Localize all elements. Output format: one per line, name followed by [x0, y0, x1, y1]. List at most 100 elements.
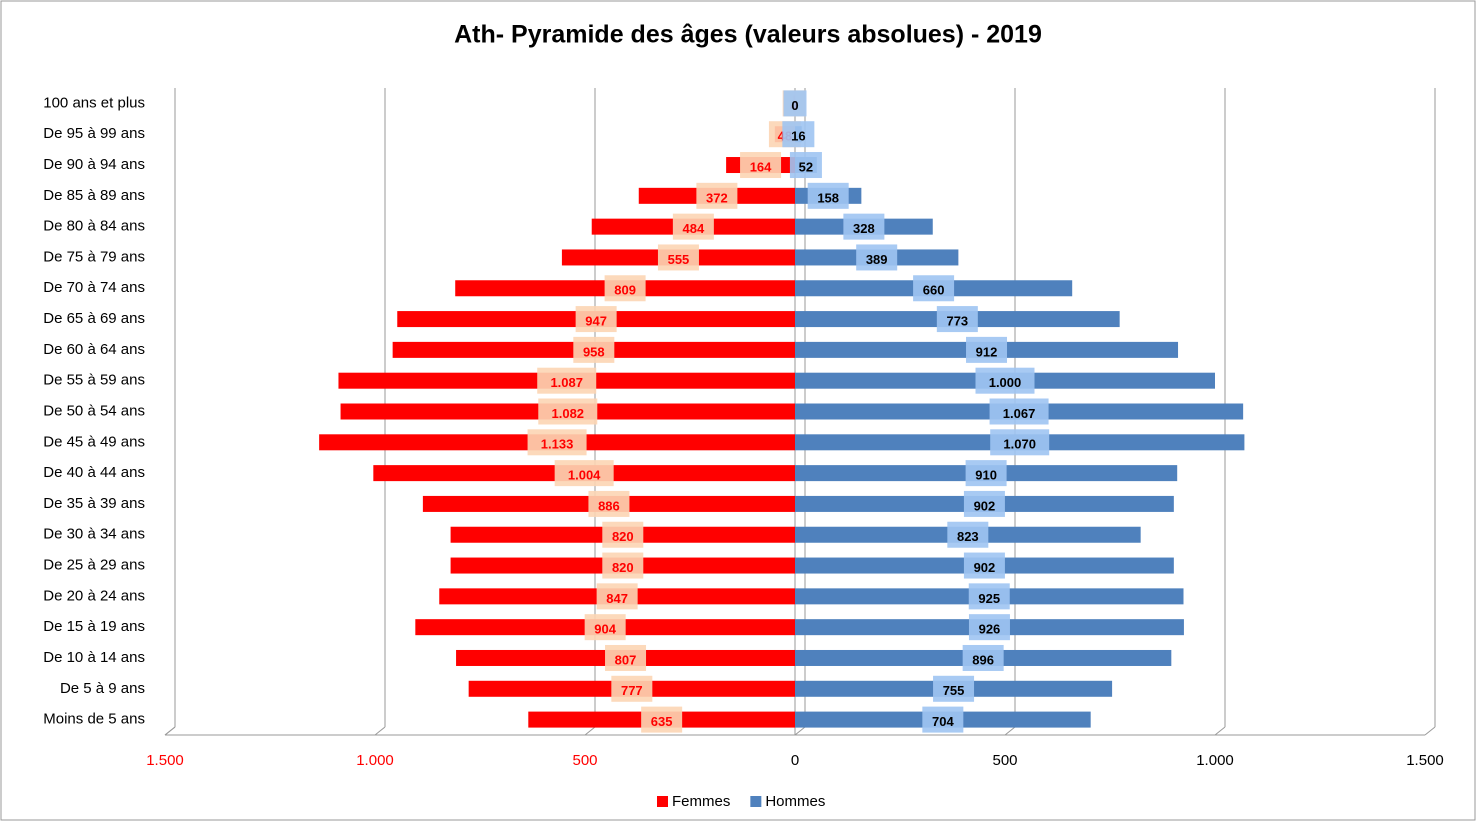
data-label-bg [696, 182, 738, 209]
data-label: 807 [615, 652, 637, 667]
data-label: 555 [668, 252, 690, 267]
data-label: 389 [866, 252, 888, 267]
data-label: 886 [598, 498, 620, 513]
data-label: 896 [972, 652, 994, 667]
y-tick-label: De 5 à 9 ans [60, 680, 145, 697]
data-label: 910 [975, 468, 997, 483]
y-tick-label: De 10 à 14 ans [43, 649, 145, 666]
data-label-bg [527, 429, 587, 456]
y-tick-label: De 55 à 59 ans [43, 372, 145, 389]
data-label-bg [641, 706, 683, 733]
data-label-bg [968, 583, 1010, 610]
data-label-bg [989, 398, 1049, 425]
data-label-bg [913, 275, 955, 302]
data-label: 902 [974, 560, 996, 575]
data-label-bg [783, 90, 807, 117]
data-label-bg [966, 336, 1008, 363]
data-label-bg [963, 490, 1005, 517]
data-label: 755 [943, 683, 965, 698]
data-label-bg [602, 552, 644, 579]
data-label: 1.004 [568, 468, 601, 483]
data-label-bg [968, 614, 1010, 641]
y-tick-label: De 15 à 19 ans [43, 618, 145, 635]
data-label: 660 [923, 283, 945, 298]
data-label: 847 [606, 591, 628, 606]
data-label: 958 [583, 344, 605, 359]
data-label-bg [588, 490, 630, 517]
data-label: 777 [621, 683, 643, 698]
data-label-bg [936, 306, 978, 333]
legend-label: Femmes [672, 793, 730, 810]
data-label-bg [537, 367, 597, 394]
x-tick-label: 500 [572, 752, 597, 769]
data-label: 635 [651, 714, 673, 729]
data-label: 704 [932, 714, 954, 729]
data-label: 484 [683, 221, 705, 236]
data-label-bg [604, 275, 646, 302]
y-tick-label: De 50 à 54 ans [43, 402, 145, 419]
data-label-bg [947, 521, 989, 548]
legend-swatch [750, 796, 762, 807]
y-tick-label: De 20 à 24 ans [43, 587, 145, 604]
grid-line [164, 726, 176, 736]
data-label: 1.070 [1003, 437, 1036, 452]
data-label: 164 [750, 159, 772, 174]
data-label: 1.087 [550, 375, 583, 390]
y-tick-label: De 85 à 89 ans [43, 187, 145, 204]
data-label: 823 [957, 529, 979, 544]
data-label-bg [856, 244, 898, 271]
data-label: 947 [585, 314, 607, 329]
data-label-bg [554, 460, 614, 487]
y-tick-label: De 60 à 64 ans [43, 341, 145, 358]
y-tick-label: De 80 à 84 ans [43, 218, 145, 235]
data-label: 904 [594, 622, 616, 637]
data-label-bg [922, 706, 964, 733]
data-label: 820 [612, 560, 634, 575]
data-label-bg [990, 429, 1050, 456]
y-tick-label: De 45 à 49 ans [43, 433, 145, 450]
data-label-bg [602, 521, 644, 548]
y-tick-label: De 70 à 74 ans [43, 279, 145, 296]
data-label: 809 [614, 283, 636, 298]
data-label: 1.000 [989, 375, 1022, 390]
data-label-bg [538, 398, 598, 425]
data-label-bg [782, 121, 815, 148]
grid-line [1004, 726, 1016, 736]
chart-title: Ath- Pyramide des âges (valeurs absolues… [454, 21, 1042, 49]
data-label-bg [933, 675, 975, 702]
data-label-bg [963, 552, 1005, 579]
y-tick-label: De 75 à 79 ans [43, 248, 145, 265]
data-label: 1.082 [552, 406, 585, 421]
data-label-bg [672, 213, 714, 240]
data-label-bg [789, 152, 822, 179]
data-label: 926 [979, 622, 1001, 637]
data-label-bg [575, 306, 617, 333]
data-label-bg [807, 182, 849, 209]
data-label: 372 [706, 190, 728, 205]
y-tick-label: De 35 à 39 ans [43, 495, 145, 512]
y-tick-label: De 90 à 94 ans [43, 156, 145, 173]
data-label: 1.067 [1003, 406, 1036, 421]
data-label-bg [975, 367, 1035, 394]
y-tick-label: De 25 à 29 ans [43, 557, 145, 574]
data-label-bg [740, 152, 782, 179]
x-tick-label: 1.000 [356, 752, 394, 769]
grid-line [374, 726, 386, 736]
y-tick-label: 100 ans et plus [43, 94, 145, 111]
data-label-bg [596, 583, 638, 610]
data-label-bg [843, 213, 885, 240]
data-label-bg [605, 644, 647, 671]
data-label-bg [573, 336, 615, 363]
data-label: 773 [946, 314, 968, 329]
data-label: 820 [612, 529, 634, 544]
y-tick-label: De 30 à 34 ans [43, 526, 145, 543]
data-label-bg [584, 614, 626, 641]
legend-swatch [657, 796, 668, 807]
grid-line [794, 726, 806, 736]
y-tick-label: De 40 à 44 ans [43, 464, 145, 481]
x-tick-label: 1.000 [1196, 752, 1234, 769]
grid-line [1424, 726, 1436, 736]
legend-label: Hommes [765, 793, 825, 810]
grid-line [584, 726, 596, 736]
